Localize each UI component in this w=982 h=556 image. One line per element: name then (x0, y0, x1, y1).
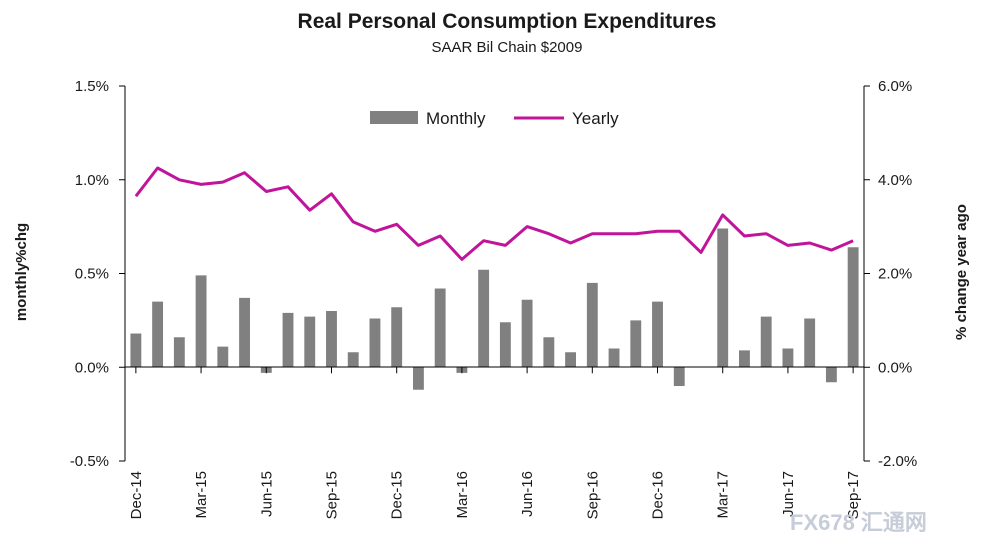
left-tick-label: -0.5% (70, 453, 109, 470)
monthly-bars (130, 228, 859, 390)
left-tick-label: 0.0% (75, 359, 109, 376)
x-tick-label: Sep-15 (323, 471, 340, 519)
left-tick-label: 1.5% (75, 78, 109, 95)
monthly-bar (282, 312, 294, 368)
x-tick-label: Jun-15 (258, 471, 275, 517)
monthly-bar (130, 333, 142, 368)
x-tick-label: Mar-16 (454, 471, 471, 519)
monthly-bar (326, 311, 337, 368)
legend-label-yearly: Yearly (572, 109, 619, 128)
monthly-bar (717, 228, 729, 368)
legend: Monthly Yearly (370, 109, 619, 128)
legend-swatch-monthly (370, 111, 418, 124)
monthly-bar (825, 367, 837, 383)
right-y-axis: -2.0% 0.0% 2.0% 4.0% 6.0% (864, 78, 917, 470)
monthly-bar (499, 322, 511, 368)
chart-subtitle: SAAR Bil Chain $2009 (432, 39, 583, 56)
monthly-bar (347, 352, 359, 368)
right-tick-label: 4.0% (878, 172, 912, 189)
x-tick-label: Dec-15 (389, 471, 406, 519)
monthly-bar (630, 320, 642, 368)
monthly-bar (195, 275, 207, 368)
monthly-bar (152, 301, 164, 368)
x-tick-label: Sep-17 (845, 471, 862, 519)
monthly-bar (652, 301, 663, 368)
left-tick-label: 0.5% (75, 266, 109, 283)
right-tick-label: -2.0% (878, 453, 917, 470)
monthly-bar (760, 316, 772, 368)
monthly-bar (217, 346, 229, 368)
monthly-bar (782, 348, 794, 368)
monthly-bar (304, 316, 316, 368)
legend-label-monthly: Monthly (426, 109, 486, 128)
monthly-bar (434, 288, 446, 368)
x-tick-label: Mar-17 (715, 471, 732, 519)
x-tick-label: Sep-16 (584, 471, 601, 519)
monthly-bar (847, 247, 859, 368)
watermark: FX678 汇通网 (790, 510, 927, 535)
left-y-axis: -0.5% 0.0% 0.5% 1.0% 1.5% (70, 78, 125, 470)
x-tick-label: Dec-14 (128, 471, 145, 519)
monthly-bar (565, 352, 577, 368)
right-tick-label: 0.0% (878, 359, 912, 376)
monthly-bar (369, 318, 381, 368)
x-tick-label: Jun-16 (519, 471, 536, 517)
x-tick-label: Jun-17 (780, 471, 797, 517)
right-axis-title: % change year ago (953, 204, 970, 340)
monthly-bar (173, 337, 185, 368)
monthly-bar (478, 269, 490, 368)
monthly-bar (739, 350, 750, 368)
monthly-bar (391, 307, 403, 368)
monthly-bar (543, 337, 555, 368)
x-tick-label: Dec-16 (650, 471, 667, 519)
monthly-bar (586, 282, 598, 368)
monthly-bar (521, 299, 533, 368)
monthly-bar (412, 367, 424, 390)
left-tick-label: 1.0% (75, 172, 109, 189)
left-axis-title: monthly%chg (13, 223, 30, 321)
monthly-bar (673, 367, 685, 386)
chart-title: Real Personal Consumption Expenditures (298, 10, 717, 33)
x-axis: Dec-14 Mar-15 Jun-15 Sep-15 Dec-15 Mar-16 Jun-… (128, 367, 862, 519)
yearly-line (134, 166, 854, 261)
monthly-bar (239, 297, 250, 368)
x-tick-label: Mar-15 (193, 471, 210, 519)
monthly-bar (608, 348, 620, 368)
monthly-bar (804, 318, 816, 368)
right-tick-label: 6.0% (878, 78, 912, 95)
right-tick-label: 2.0% (878, 266, 912, 283)
